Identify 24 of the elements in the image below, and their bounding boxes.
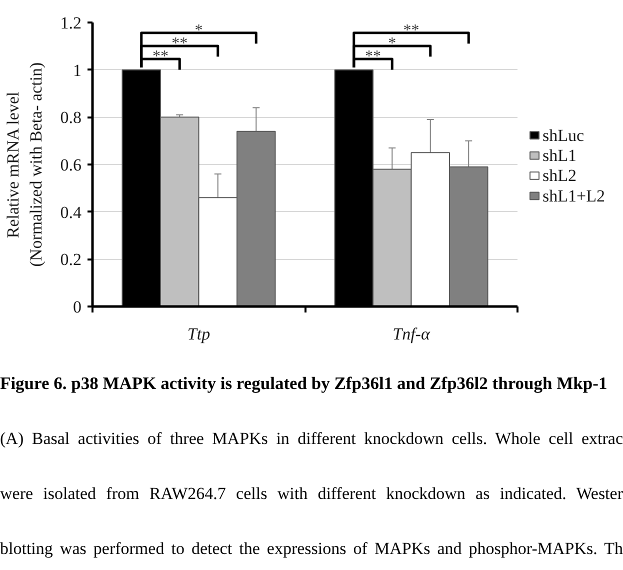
y-tick-label: 0	[73, 298, 82, 316]
x-tick-label: Tnf-α	[392, 324, 431, 344]
legend-label: shL1+L2	[542, 186, 605, 206]
y-tick-label: 0.2	[60, 250, 82, 270]
text: (A) Basal activities of three MAPKs in different knockdown cells. Whole cell extrac	[0, 428, 623, 450]
annotation: **	[365, 48, 381, 66]
x-tick-label: Ttp	[187, 324, 210, 344]
y-tick-label: 0.8	[60, 108, 82, 128]
legend-label: shLuc	[542, 126, 584, 145]
legend-label: shL2	[542, 166, 576, 186]
legend-label: shL1	[542, 146, 576, 166]
annotation: *	[388, 34, 396, 52]
annotation: *	[194, 22, 203, 39]
annotation: **	[172, 34, 188, 52]
y-tick-label: 0.6	[60, 156, 82, 174]
y-axis-title: Relative mRNA level (Normalized with Beta- actin)	[3, 62, 46, 267]
text: were isolated from RAW264.7 cells with different knockdown as indicated. Wester	[0, 483, 623, 505]
annotation: **	[403, 22, 420, 39]
caption: Figure 6. p38 MAPK activity is regulated by Zfp36l1 and Zfp36l2 through Mkp-1	[0, 372, 608, 395]
annotation: **	[152, 48, 168, 66]
text: blotting was performed to detect the expressions of MAPKs and phosphor-MAPKs. Th	[0, 538, 623, 560]
y-tick-label: 0.4	[60, 202, 82, 222]
y-tick-label: 1.2	[60, 14, 82, 32]
y-tick-label: 1	[73, 60, 82, 80]
